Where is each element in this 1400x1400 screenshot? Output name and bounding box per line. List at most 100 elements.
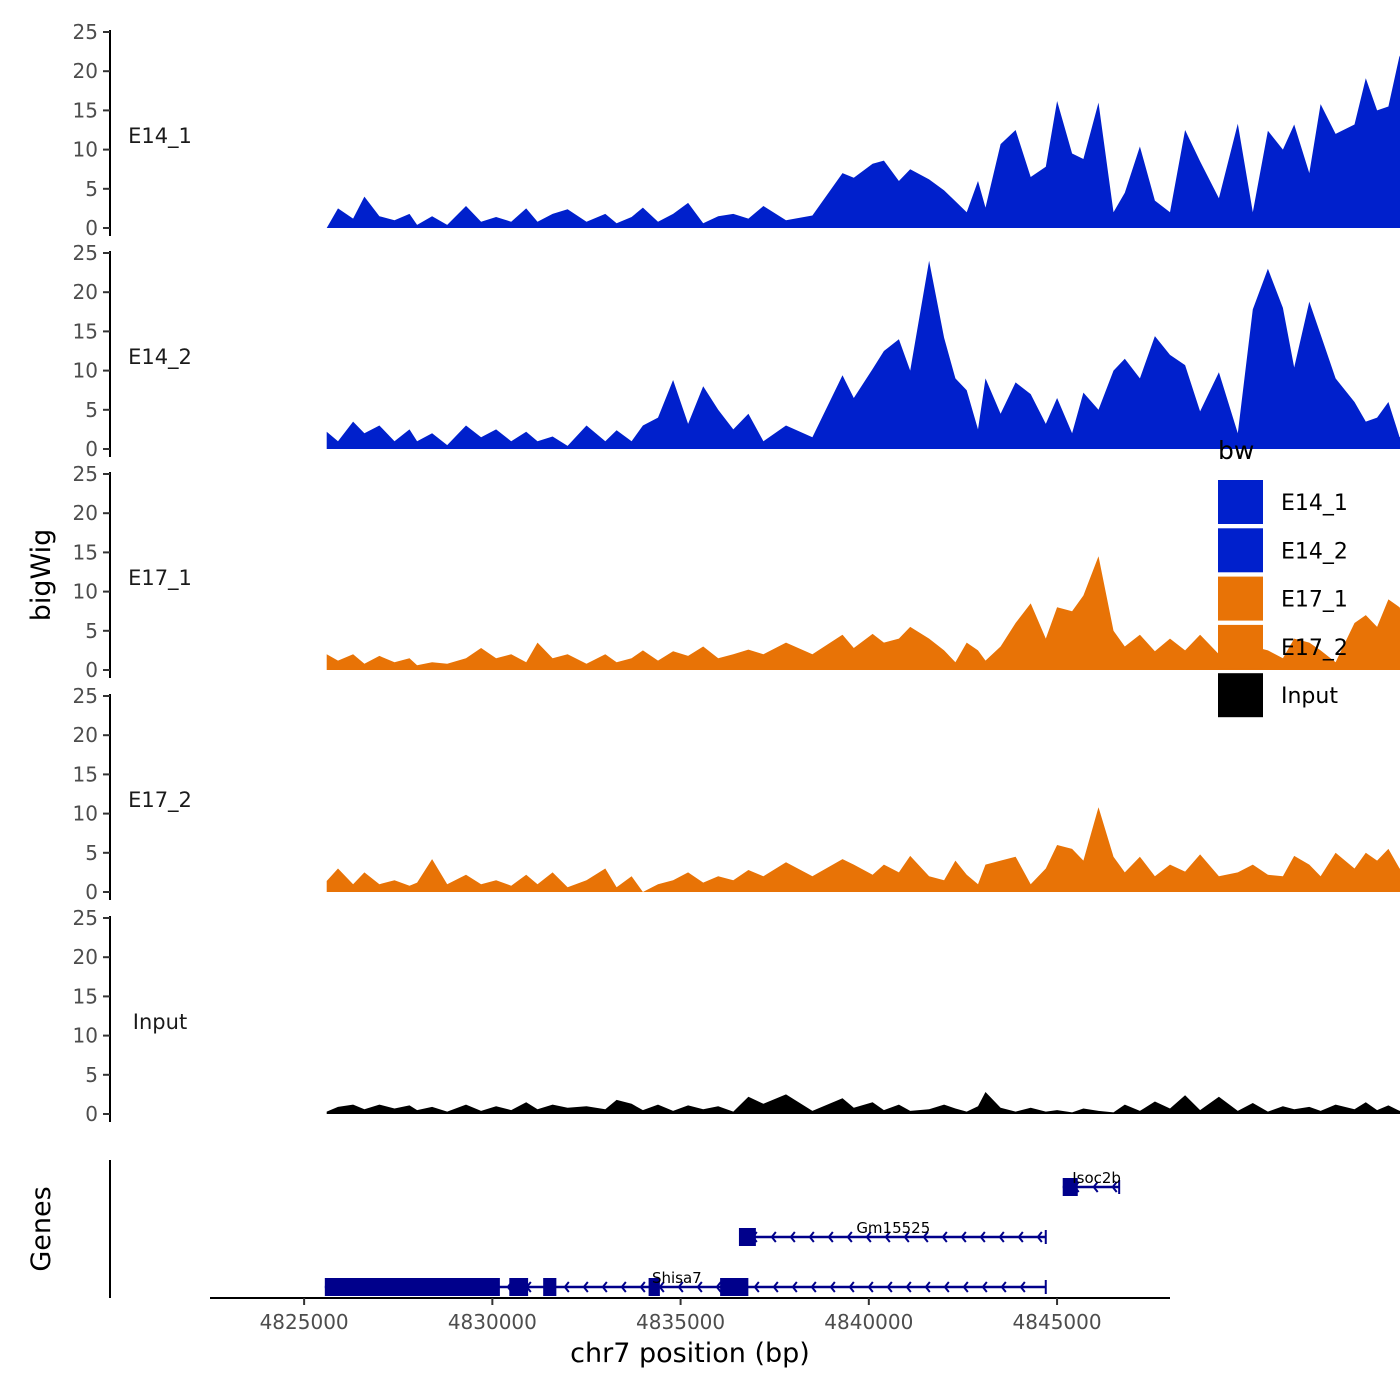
- strand-chevron: [677, 1281, 684, 1293]
- legend-label-e14-1: E14_1: [1281, 491, 1348, 516]
- strand-chevron: [941, 1231, 948, 1243]
- legend-label-e14-2: E14_2: [1281, 539, 1348, 564]
- strand-chevron: [848, 1281, 855, 1293]
- y-tick-label: 25: [73, 906, 98, 930]
- y-tick-label: 0: [85, 216, 98, 240]
- strand-chevron: [829, 1281, 836, 1293]
- strand-chevron: [582, 1281, 589, 1293]
- legend-title: bw: [1218, 436, 1254, 465]
- strand-chevron: [865, 1231, 872, 1243]
- track-label-e17-1: E17_1: [128, 566, 192, 591]
- strand-chevron: [620, 1281, 627, 1293]
- y-tick-label: 15: [73, 540, 98, 564]
- strand-chevron: [827, 1231, 834, 1243]
- strand-chevron: [867, 1281, 874, 1293]
- y-tick-label: 5: [85, 1063, 98, 1087]
- y-tick-label: 15: [73, 98, 98, 122]
- coverage-area-e17-1: [326, 556, 1400, 670]
- track-label-input: Input: [133, 1010, 187, 1034]
- y-tick-label: 25: [73, 462, 98, 486]
- strand-chevron: [808, 1231, 815, 1243]
- y-tick-label: 25: [73, 241, 98, 265]
- strand-chevron: [884, 1231, 891, 1243]
- strand-chevron: [981, 1281, 988, 1293]
- coverage-area-e14-2: [326, 260, 1400, 449]
- strand-chevron: [639, 1281, 646, 1293]
- strand-chevron: [979, 1231, 986, 1243]
- legend-label-e17-1: E17_1: [1281, 588, 1348, 613]
- strand-chevron: [922, 1231, 929, 1243]
- y-tick-label: 10: [73, 138, 98, 162]
- genes-axis-title: Genes: [26, 1186, 57, 1271]
- legend-swatch-e14-2: [1218, 528, 1263, 573]
- gene-label-shisa7: Shisa7: [652, 1269, 702, 1287]
- coverage-area-input: [326, 1092, 1400, 1114]
- strand-chevron: [789, 1231, 796, 1243]
- gene-gm15525: Gm15525: [738, 1219, 1047, 1246]
- x-axis-title: chr7 position (bp): [570, 1338, 810, 1369]
- strand-chevron: [846, 1231, 853, 1243]
- y-tick-label: 20: [73, 280, 98, 304]
- strand-chevron: [810, 1281, 817, 1293]
- track-labels: E14_1 E14_2 E17_1 E17_2 Input: [128, 124, 192, 1034]
- coverage-tracks: [326, 55, 1400, 1114]
- legend-swatch-e14-1: [1218, 480, 1263, 524]
- x-tick-label: 4830000: [448, 1310, 537, 1334]
- y-tick-label: 10: [73, 1024, 98, 1048]
- legend: bw E14_1 E14_2 E17_1 E17_2 Input: [1218, 436, 1348, 718]
- track-label-e17-2: E17_2: [128, 788, 192, 813]
- y-tick-label: 10: [73, 359, 98, 383]
- strand-chevron: [905, 1281, 912, 1293]
- strand-chevron: [960, 1231, 967, 1243]
- legend-swatch-e17-1: [1218, 576, 1263, 621]
- strand-chevron: [1019, 1281, 1026, 1293]
- gene-exon: [738, 1228, 756, 1246]
- y-tick-label: 25: [73, 20, 98, 44]
- y-axes: 0510152025051015202505101520250510152025…: [73, 20, 111, 1126]
- x-tick-label: 4835000: [636, 1310, 725, 1334]
- strand-chevron: [753, 1281, 760, 1293]
- gene-exon: [324, 1278, 500, 1296]
- gene-exon: [543, 1278, 557, 1296]
- legend-label-e17-2: E17_2: [1281, 636, 1348, 661]
- strand-chevron: [1111, 1181, 1118, 1193]
- gene-isoc2b: Isoc2b: [1062, 1169, 1121, 1196]
- strand-chevron: [791, 1281, 798, 1293]
- gene-exon: [648, 1278, 660, 1296]
- y-tick-label: 20: [73, 945, 98, 969]
- track-label-e14-1: E14_1: [128, 124, 192, 149]
- y-tick-label: 25: [73, 684, 98, 708]
- legend-swatch-input: [1218, 673, 1263, 718]
- y-tick-label: 0: [85, 437, 98, 461]
- strand-chevron: [1017, 1231, 1024, 1243]
- strand-chevron: [1036, 1231, 1043, 1243]
- gene-label-isoc2b: Isoc2b: [1072, 1169, 1121, 1187]
- x-tick-label: 4825000: [260, 1310, 349, 1334]
- gene-exon: [509, 1278, 529, 1296]
- y-tick-label: 20: [73, 59, 98, 83]
- y-tick-label: 0: [85, 1102, 98, 1126]
- y-tick-label: 20: [73, 501, 98, 525]
- y-tick-label: 0: [85, 658, 98, 682]
- track-label-e14-2: E14_2: [128, 345, 192, 370]
- strand-chevron: [886, 1281, 893, 1293]
- gene-exon: [720, 1278, 749, 1296]
- strand-chevron: [1092, 1181, 1099, 1193]
- legend-label-input: Input: [1281, 684, 1338, 709]
- strand-chevron: [1000, 1281, 1007, 1293]
- strand-chevron: [601, 1281, 608, 1293]
- y-tick-label: 20: [73, 723, 98, 747]
- y-tick-label: 5: [85, 619, 98, 643]
- coverage-area-e14-1: [326, 55, 1400, 228]
- y-tick-label: 15: [73, 762, 98, 786]
- y-tick-label: 5: [85, 177, 98, 201]
- strand-chevron: [696, 1281, 703, 1293]
- y-tick-label: 15: [73, 319, 98, 343]
- gene-label-gm15525: Gm15525: [856, 1219, 930, 1237]
- coverage-area-e17-2: [326, 807, 1400, 892]
- x-axis-ticks: 4825000 4830000 4835000 4840000 4845000: [260, 1298, 1102, 1334]
- strand-chevron: [715, 1281, 722, 1293]
- strand-chevron: [924, 1281, 931, 1293]
- strand-chevron: [770, 1231, 777, 1243]
